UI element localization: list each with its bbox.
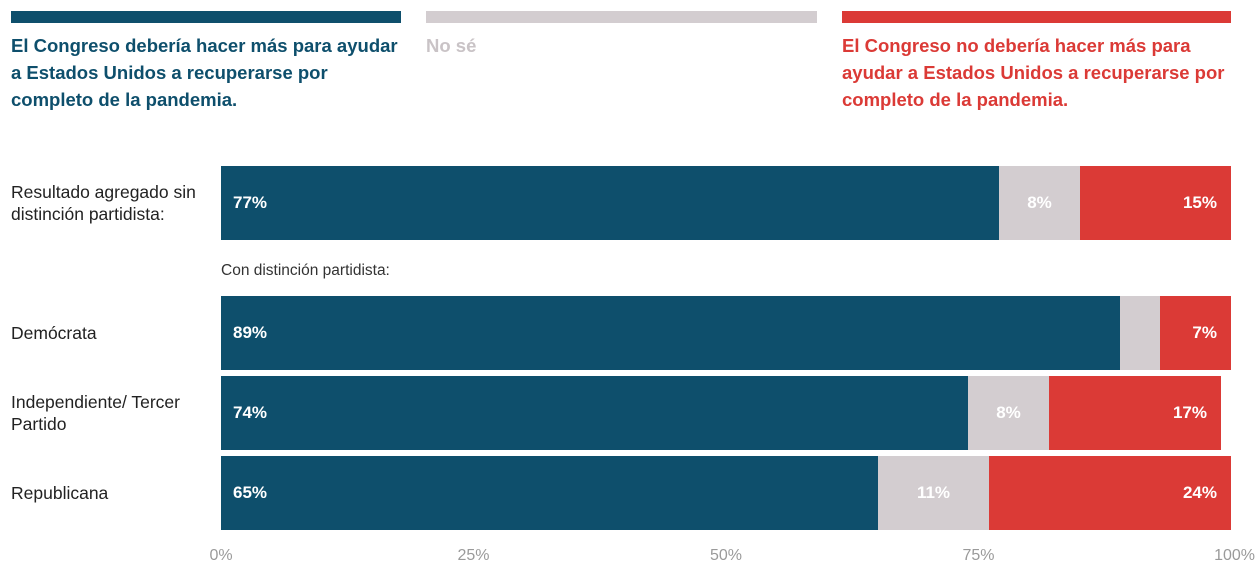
x-tick-label: 0% — [209, 547, 233, 564]
legend-item-dont-know: No sé — [426, 11, 817, 59]
data-label: 8% — [1027, 193, 1052, 212]
bar-segment-dont-know: 8% — [999, 166, 1080, 240]
bar-segment-yes: 77% — [221, 166, 999, 240]
legend-label-dont-know: No sé — [426, 35, 477, 56]
data-label: 74% — [233, 403, 268, 422]
x-tick-label: 75% — [962, 547, 995, 564]
legend-item-no: El Congreso no debería hacer más para ay… — [842, 11, 1231, 113]
x-tick-label: 25% — [457, 547, 490, 564]
legend-swatch-dont-know — [426, 11, 817, 23]
data-label: 24% — [1182, 483, 1217, 502]
bar-segment-no: 24% — [989, 456, 1231, 530]
legend-item-yes: El Congreso debería hacer más para ayuda… — [11, 11, 401, 113]
bar-row-democrat: 89% 7% — [221, 296, 1231, 370]
bar-segment-no: 17% — [1049, 376, 1221, 450]
bar-row-republican: 65% 11% 24% — [221, 456, 1231, 530]
bar-row-aggregate: 77% 8% 15% — [221, 166, 1231, 240]
bar-segment-no: 7% — [1160, 296, 1231, 370]
data-label: 77% — [233, 193, 268, 212]
bar-segment-yes: 65% — [221, 456, 878, 530]
subgroup-label: Con distinción partidista: — [221, 262, 390, 279]
data-label: 65% — [233, 483, 268, 502]
row-label-independent: Independiente/ Tercer Partido — [11, 392, 180, 434]
data-label: 89% — [233, 323, 268, 342]
legend-label-yes: El Congreso debería hacer más para ayuda… — [11, 35, 398, 110]
row-label-aggregate: Resultado agregado sin distinción partid… — [11, 182, 196, 224]
data-label: 7% — [1192, 323, 1217, 342]
bar-segment-dont-know — [1120, 296, 1160, 370]
row-label-republican: Republicana — [11, 483, 109, 503]
bar-segment-no: 15% — [1080, 166, 1231, 240]
bar-segment-dont-know: 8% — [968, 376, 1049, 450]
legend-label-no: El Congreso no debería hacer más para ay… — [842, 35, 1225, 110]
legend-swatch-no — [842, 11, 1231, 23]
row-label-democrat: Demócrata — [11, 323, 97, 343]
data-label: 11% — [916, 483, 951, 502]
bar-segment-dont-know: 11% — [878, 456, 989, 530]
bar-segment-yes: 74% — [221, 376, 968, 450]
bar-segment-yes: 89% — [221, 296, 1120, 370]
x-tick-label: 50% — [709, 547, 743, 564]
data-label: 15% — [1182, 193, 1217, 212]
x-tick-label: 100% — [1214, 547, 1255, 564]
data-label: 8% — [996, 403, 1021, 422]
bar-row-independent: 74% 8% 17% — [221, 376, 1231, 450]
legend-swatch-yes — [11, 11, 401, 23]
data-label: 17% — [1172, 403, 1207, 422]
